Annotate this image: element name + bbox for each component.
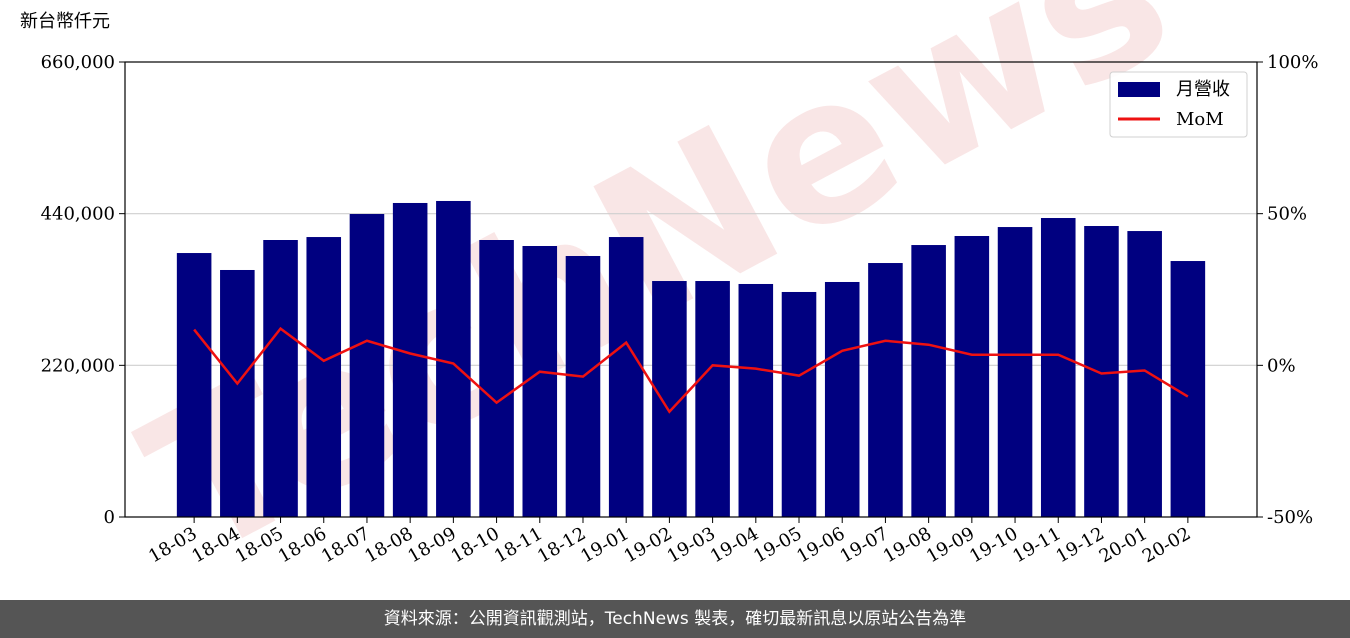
- y-tick-label: 0: [104, 507, 115, 528]
- bar: [565, 255, 601, 517]
- bar: [824, 281, 860, 517]
- line: [193, 326, 1189, 414]
- bar: [263, 240, 298, 517]
- x-tick-label: 19-02: [620, 523, 675, 567]
- legend-label: 月營收: [1176, 79, 1230, 100]
- x-tick-label: 19-09: [923, 523, 978, 567]
- x-tick-label: 19-01: [577, 523, 632, 567]
- bar: [436, 200, 471, 517]
- bar: [954, 236, 990, 517]
- legend-swatch: [1118, 82, 1160, 97]
- x-tick-label: 18-09: [404, 523, 459, 567]
- bar: [392, 202, 428, 517]
- bar: [608, 237, 644, 518]
- y-tick-label: 660,000: [41, 52, 115, 73]
- x-tick-label: 19-08: [880, 523, 935, 567]
- x-tick-label: 19-10: [966, 523, 1021, 567]
- bar: [176, 253, 212, 517]
- y-tick-label: 220,000: [41, 355, 115, 376]
- x-tick-label: 19-06: [793, 523, 848, 567]
- bar: [349, 214, 385, 518]
- bar: [479, 240, 514, 517]
- y-tick-label: 440,000: [41, 204, 115, 225]
- x-tick-label: 19-12: [1053, 523, 1108, 567]
- bar: [997, 227, 1033, 518]
- bar: [911, 245, 946, 517]
- plot-frame: [124, 61, 1258, 518]
- x-tick-label: 20-02: [1139, 523, 1194, 567]
- bar: [781, 291, 817, 517]
- x-tick-label: 19-07: [836, 523, 891, 567]
- x-tick-label: 18-10: [448, 523, 503, 567]
- x-tick-label: 18-11: [491, 523, 546, 567]
- chart: 新台幣仟元 TechNews0220,000440,000660,000-50%…: [20, 0, 1318, 604]
- bar: [306, 237, 342, 518]
- x-tick-label: 19-04: [707, 523, 762, 567]
- bar: [868, 263, 903, 517]
- bar: [695, 281, 730, 517]
- x-tick-label: 19-03: [664, 523, 719, 567]
- bar: [738, 283, 774, 517]
- y-axis-label: 新台幣仟元: [20, 11, 110, 32]
- x-tick-label: 18-12: [534, 523, 589, 567]
- footer: 資料來源：公開資訊觀測站，TechNews 製表，確切最新訊息以原站公告為準: [0, 600, 1350, 638]
- x-tick-label: 20-01: [1096, 523, 1151, 567]
- bar: [1040, 218, 1076, 518]
- y2-tick-label: 0%: [1267, 355, 1296, 376]
- bar: [1127, 231, 1162, 517]
- x-tick-label: 18-08: [361, 523, 416, 567]
- bar: [522, 245, 558, 517]
- x-tick-label: 18-03: [145, 523, 200, 567]
- x-tick-label: 19-05: [750, 523, 805, 567]
- y2-tick-label: 50%: [1267, 204, 1307, 225]
- x-tick-label: 19-11: [1009, 523, 1064, 567]
- legend-label: MoM: [1176, 109, 1224, 130]
- y2-tick-label: 100%: [1267, 52, 1318, 73]
- bar: [220, 269, 255, 517]
- y2-tick-label: -50%: [1267, 507, 1313, 528]
